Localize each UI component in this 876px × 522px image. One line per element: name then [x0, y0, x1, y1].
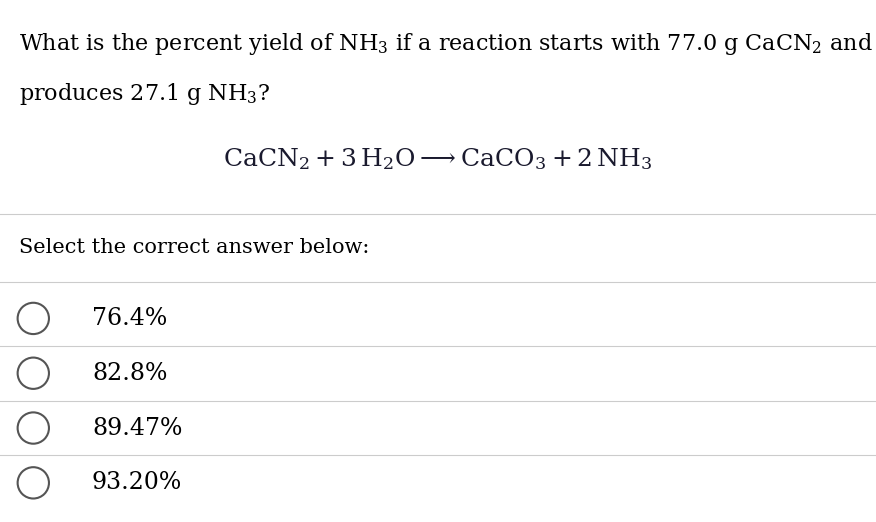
Text: Select the correct answer below:: Select the correct answer below: — [19, 238, 370, 256]
Text: 76.4%: 76.4% — [92, 307, 167, 330]
Text: 93.20%: 93.20% — [92, 471, 182, 494]
Text: What is the percent yield of $\mathregular{NH_3}$ if a reaction starts with 77.0: What is the percent yield of $\mathregul… — [19, 31, 873, 57]
Text: 89.47%: 89.47% — [92, 417, 182, 440]
Text: $\mathregular{CaCN_2 + 3\,H_2O \longrightarrow CaCO_3 + 2\,NH_3}$: $\mathregular{CaCN_2 + 3\,H_2O \longrigh… — [223, 146, 653, 172]
Text: produces 27.1 g $\mathregular{NH_3}$?: produces 27.1 g $\mathregular{NH_3}$? — [19, 81, 271, 107]
Text: 82.8%: 82.8% — [92, 362, 167, 385]
